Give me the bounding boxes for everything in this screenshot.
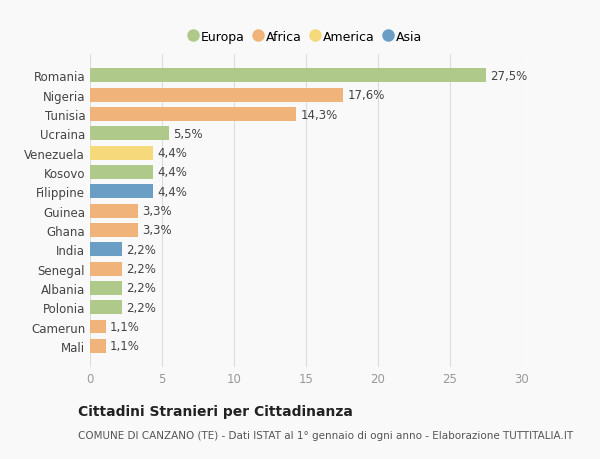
- Bar: [90, 166, 154, 179]
- Bar: [90, 224, 137, 237]
- Text: 2,2%: 2,2%: [126, 301, 156, 314]
- Bar: [90, 185, 154, 199]
- Bar: [90, 301, 122, 314]
- Bar: [90, 339, 106, 353]
- Text: 3,3%: 3,3%: [142, 224, 172, 237]
- Text: 2,2%: 2,2%: [126, 282, 156, 295]
- Text: 1,1%: 1,1%: [110, 340, 140, 353]
- Bar: [90, 204, 137, 218]
- Bar: [90, 262, 122, 276]
- Bar: [90, 89, 343, 102]
- Text: 27,5%: 27,5%: [490, 70, 527, 83]
- Text: 1,1%: 1,1%: [110, 320, 140, 333]
- Text: 4,4%: 4,4%: [158, 166, 188, 179]
- Legend: Europa, Africa, America, Asia: Europa, Africa, America, Asia: [186, 27, 426, 47]
- Bar: [90, 69, 486, 83]
- Text: 3,3%: 3,3%: [142, 205, 172, 218]
- Bar: [90, 243, 122, 257]
- Text: 5,5%: 5,5%: [173, 128, 203, 140]
- Text: 4,4%: 4,4%: [158, 147, 188, 160]
- Text: 17,6%: 17,6%: [348, 89, 385, 102]
- Text: 4,4%: 4,4%: [158, 185, 188, 198]
- Bar: [90, 127, 169, 141]
- Text: 2,2%: 2,2%: [126, 243, 156, 256]
- Text: COMUNE DI CANZANO (TE) - Dati ISTAT al 1° gennaio di ogni anno - Elaborazione TU: COMUNE DI CANZANO (TE) - Dati ISTAT al 1…: [78, 431, 573, 440]
- Bar: [90, 320, 106, 334]
- Text: 2,2%: 2,2%: [126, 263, 156, 275]
- Text: Cittadini Stranieri per Cittadinanza: Cittadini Stranieri per Cittadinanza: [78, 404, 353, 419]
- Text: 14,3%: 14,3%: [300, 108, 337, 121]
- Bar: [90, 108, 296, 122]
- Bar: [90, 146, 154, 160]
- Bar: [90, 281, 122, 295]
